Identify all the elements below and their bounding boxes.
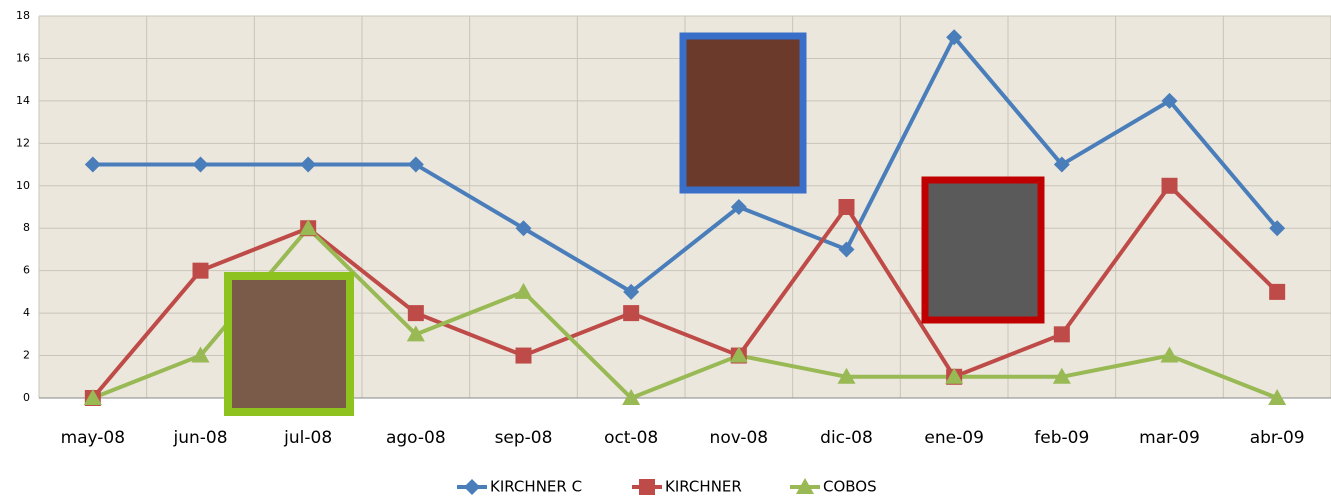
photo-kirchner-c [683, 36, 803, 190]
marker [639, 479, 655, 495]
y-tick-label: 8 [23, 221, 30, 234]
marker [1162, 178, 1178, 194]
marker [516, 348, 532, 364]
legend: KIRCHNER C KIRCHNER COBOS [457, 478, 877, 496]
marker [408, 305, 424, 321]
legend-label: COBOS [823, 478, 877, 496]
x-tick-label: feb-09 [1034, 428, 1089, 448]
y-tick-label: 6 [23, 264, 30, 277]
legend-label: KIRCHNER [665, 478, 742, 496]
y-tick-label: 10 [16, 179, 30, 192]
x-tick-label: jun-08 [172, 428, 227, 448]
y-tick-label: 4 [23, 306, 30, 319]
x-tick-label: ene-09 [924, 428, 983, 448]
marker [839, 199, 855, 215]
marker [193, 263, 209, 279]
y-tick-label: 16 [16, 51, 30, 64]
chart: KIRCHNER C KIRCHNER COBOS 0 2 4 6 8 10 12 14 16 18 m… [0, 0, 1331, 497]
marker [623, 305, 639, 321]
photo-cobos [228, 276, 350, 412]
marker [464, 479, 480, 495]
marker [1054, 326, 1070, 342]
y-tick-label: 2 [23, 349, 30, 362]
y-tick-label: 12 [16, 136, 30, 149]
x-tick-label: mar-09 [1139, 428, 1200, 448]
x-tick-label: jul-08 [283, 428, 332, 448]
y-tick-label: 0 [23, 391, 30, 404]
legend-label: KIRCHNER C [490, 478, 582, 496]
y-tick-label: 18 [16, 9, 30, 22]
x-tick-label: abr-09 [1250, 428, 1305, 448]
x-tick-label: oct-08 [604, 428, 658, 448]
photo-kirchner [925, 180, 1041, 320]
x-tick-label: sep-08 [495, 428, 553, 448]
marker [1269, 284, 1285, 300]
y-tick-label: 14 [16, 94, 30, 107]
x-tick-label: may-08 [61, 428, 126, 448]
x-tick-label: nov-08 [710, 428, 769, 448]
x-tick-label: ago-08 [386, 428, 446, 448]
x-tick-label: dic-08 [820, 428, 873, 448]
